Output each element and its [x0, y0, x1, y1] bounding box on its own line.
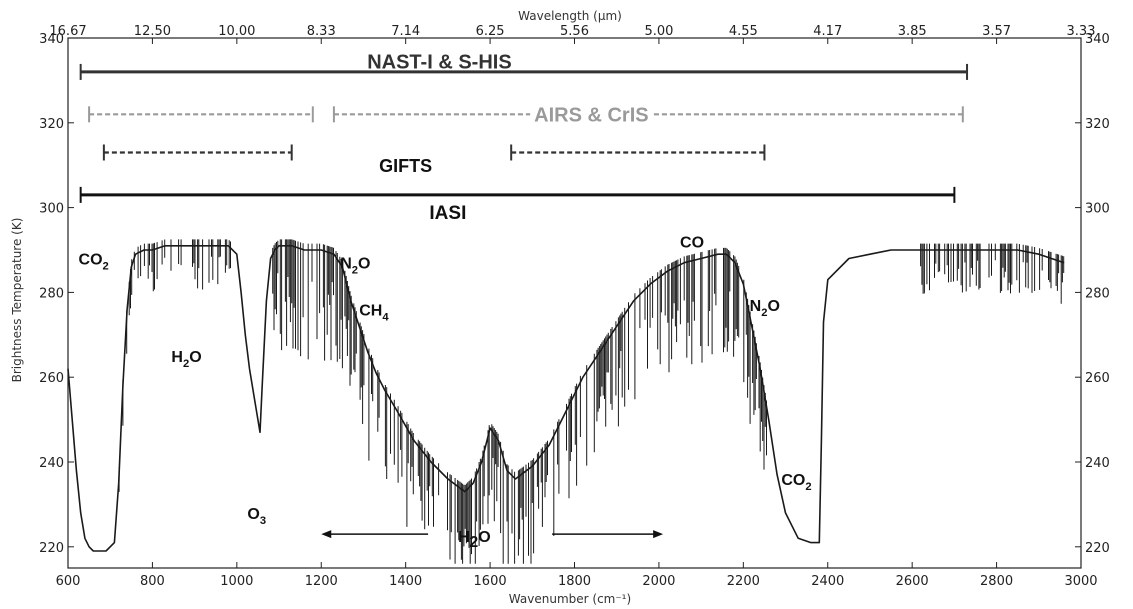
- arrowhead-left: [321, 530, 332, 539]
- arrowhead-right: [653, 530, 664, 539]
- y2-tick-label: 280: [1085, 286, 1110, 301]
- wavelength-tick-label: 5.56: [560, 24, 589, 39]
- wavelength-tick-label: 4.55: [729, 24, 758, 39]
- y2-tick-label: 240: [1085, 456, 1110, 471]
- x-tick-label: 3000: [1064, 574, 1097, 589]
- wavelength-tick-label: 6.25: [476, 24, 505, 39]
- molecule-label: CO2: [79, 251, 109, 272]
- y-tick-label: 260: [39, 371, 64, 386]
- molecule-label: CO2: [781, 472, 811, 493]
- x-tick-label: 800: [140, 574, 165, 589]
- axis-ticks: 600 16.67 800 12.50 1000 10.00 1200 8.33 1400 7.1…: [39, 24, 1110, 589]
- absorption-spikes: [118, 239, 1065, 564]
- y-tick-label: 280: [39, 286, 64, 301]
- y2-tick-label: 340: [1085, 32, 1110, 47]
- range-label: NAST-I & S-HIS: [367, 51, 511, 73]
- wavelength-tick-label: 8.33: [307, 24, 336, 39]
- wavelength-tick-label: 10.00: [218, 24, 255, 39]
- molecule-label: N2O: [340, 256, 370, 277]
- x-tick-label: 1400: [389, 574, 422, 589]
- plot-frame: [67, 37, 1082, 569]
- y2-tick-label: 300: [1085, 202, 1110, 217]
- wavelength-tick-label: 4.17: [813, 24, 842, 39]
- wavelength-axis-title: Wavelength (µm): [518, 9, 622, 23]
- molecule-labels: CO2 H2O O3 N2O CH4 CO N2O CO2: [79, 235, 812, 527]
- instrument-ranges: NAST-I & S-HIS AIRS & CrIS GIFTS IASI: [79, 51, 969, 224]
- range-label: AIRS & CrIS: [534, 104, 648, 126]
- wavelength-tick-label: 16.67: [49, 24, 86, 39]
- y-tick-label: 300: [39, 202, 64, 217]
- x-tick-label: 2000: [642, 574, 675, 589]
- x-tick-label: 1000: [220, 574, 253, 589]
- wavelength-tick-label: 7.14: [391, 24, 420, 39]
- wavelength-tick-label: 3.57: [982, 24, 1011, 39]
- y-tick-label: 240: [39, 456, 64, 471]
- range-label-bg: [530, 103, 653, 128]
- y-tick-label: 340: [39, 32, 64, 47]
- brightness-temperature-axis-title: Brightness Temperature (K): [10, 218, 24, 383]
- x-tick-label: 1600: [474, 574, 507, 589]
- molecule-label: CO: [680, 235, 704, 252]
- wavelength-tick-label: 5.00: [644, 24, 673, 39]
- y2-tick-label: 220: [1085, 541, 1110, 556]
- molecule-label: CH4: [359, 302, 389, 323]
- wavelength-tick-label: 3.85: [898, 24, 927, 39]
- spectrum-line: [67, 245, 1065, 552]
- h2o-band-arrow: H2O: [321, 529, 664, 551]
- y2-tick-label: 260: [1085, 371, 1110, 386]
- range-label: IASI: [429, 203, 466, 224]
- y2-tick-label: 320: [1085, 117, 1110, 132]
- range-label: GIFTS: [379, 156, 432, 176]
- absorption-lines: [118, 239, 1065, 564]
- x-tick-label: 1200: [305, 574, 338, 589]
- molecule-label: H2O: [458, 529, 491, 551]
- molecule-label: O3: [247, 506, 266, 527]
- wavelength-tick-label: 12.50: [134, 24, 171, 39]
- y-tick-label: 320: [39, 117, 64, 132]
- molecule-label: N2O: [750, 298, 780, 319]
- x-tick-label: 2800: [980, 574, 1013, 589]
- molecule-label: H2O: [171, 349, 201, 370]
- x-tick-label: 2400: [811, 574, 844, 589]
- wavenumber-axis-title: Wavenumber (cm⁻¹): [509, 592, 631, 606]
- x-tick-label: 1800: [558, 574, 591, 589]
- x-tick-label: 600: [56, 574, 81, 589]
- x-tick-label: 2200: [727, 574, 760, 589]
- wavelength-tick-label: 3.33: [1067, 24, 1096, 39]
- x-tick-label: 2600: [896, 574, 929, 589]
- y-tick-label: 220: [39, 541, 64, 556]
